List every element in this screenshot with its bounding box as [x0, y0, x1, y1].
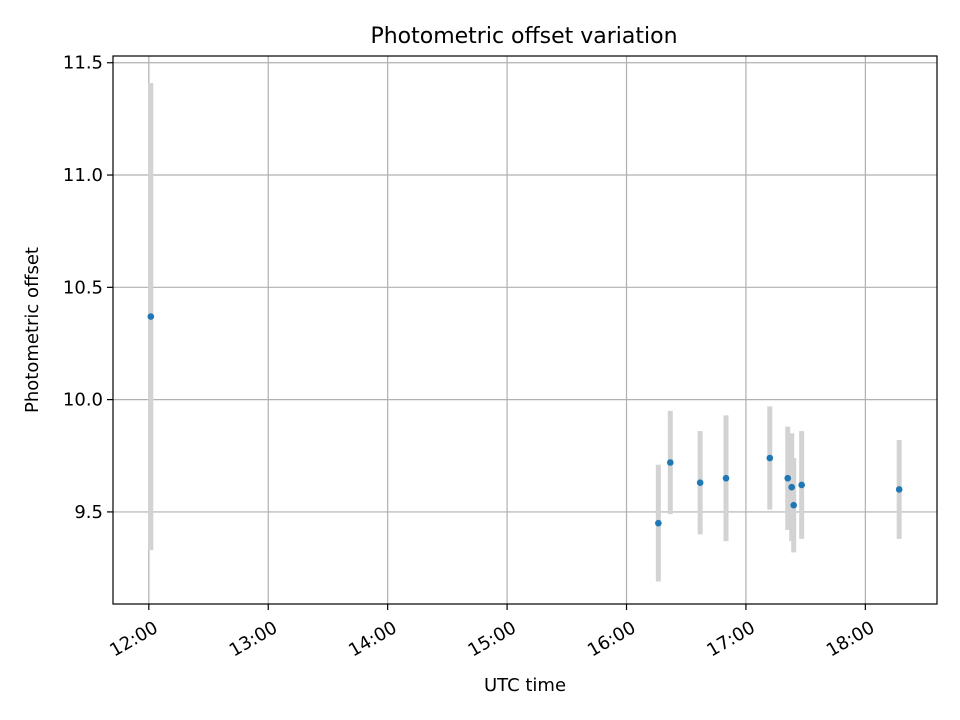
x-tick-label: 13:00 — [226, 617, 281, 661]
data-point — [696, 479, 704, 487]
error-bars — [148, 82, 902, 582]
y-axis: 9.5 10.0 10.5 11.0 11.5 — [63, 53, 113, 523]
y-tick-label: 11.5 — [63, 53, 103, 74]
data-point — [666, 459, 674, 466]
x-axis: 12:00 13:00 14:00 15:00 16:00 17:00 18:00 — [106, 604, 878, 661]
x-tick-label: 16:00 — [584, 617, 639, 661]
data-points — [147, 313, 903, 527]
x-axis-title: UTC time — [484, 675, 566, 696]
x-tick-label: 17:00 — [703, 617, 758, 661]
y-tick-label: 10.0 — [63, 390, 103, 411]
data-point — [790, 501, 797, 509]
data-point — [895, 486, 903, 493]
data-point — [788, 483, 796, 491]
grid — [113, 56, 937, 604]
data-point — [766, 454, 774, 462]
plot-frame — [112, 55, 938, 605]
x-tick-label: 14:00 — [345, 617, 400, 661]
x-tick-label: 12:00 — [106, 617, 161, 661]
x-tick-label: 15:00 — [465, 617, 520, 661]
y-tick-label: 9.5 — [74, 502, 103, 523]
y-axis-title: Photometric offset — [22, 247, 43, 413]
y-tick-label: 11.0 — [63, 165, 103, 186]
data-point — [798, 481, 805, 489]
y-tick-label: 10.5 — [63, 277, 103, 298]
chart-title: Photometric offset variation — [370, 24, 677, 49]
data-point — [784, 474, 792, 482]
data-point — [147, 313, 155, 320]
data-point — [722, 474, 730, 482]
data-point — [655, 519, 662, 527]
x-tick-label: 18:00 — [823, 617, 878, 661]
